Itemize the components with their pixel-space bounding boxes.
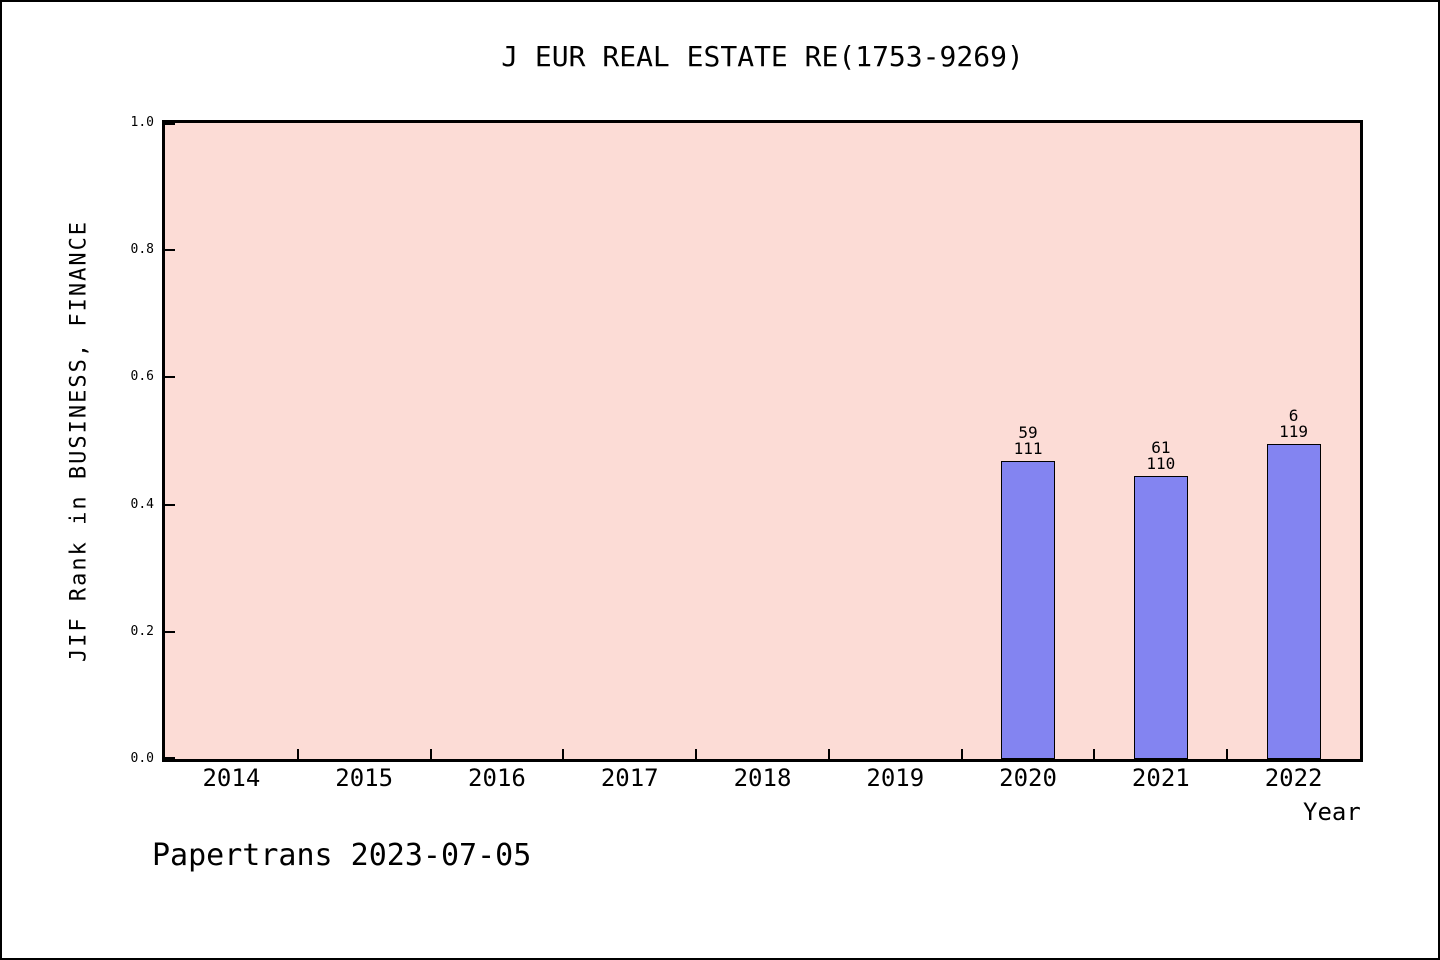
y-tick xyxy=(165,503,175,506)
x-tick xyxy=(296,749,299,759)
y-tick-label: 0.8 xyxy=(130,242,154,258)
x-tick xyxy=(562,749,565,759)
bar-label-numerator: 6 xyxy=(1288,405,1299,425)
x-tick-label: 2017 xyxy=(600,764,659,792)
x-tick-label: 2019 xyxy=(866,764,925,792)
x-tick xyxy=(960,749,963,759)
chart-title: J EUR REAL ESTATE RE(1753-9269) xyxy=(501,40,1024,73)
x-axis-label: Year xyxy=(1303,798,1361,826)
bar-value-label-2022: 6 119 xyxy=(1279,405,1309,441)
y-tick xyxy=(165,757,175,759)
x-tick xyxy=(1093,749,1096,759)
x-tick-label: 2022 xyxy=(1264,764,1323,792)
bar-label-denominator: 111 xyxy=(1013,439,1043,459)
bar-label-denominator: 119 xyxy=(1279,421,1309,441)
x-tick-label: 2021 xyxy=(1131,764,1190,792)
bar-2020 xyxy=(1001,461,1056,759)
x-tick xyxy=(1226,749,1229,759)
x-tick-label: 2018 xyxy=(733,764,792,792)
plot-area: 59 111 61 110 6 119 xyxy=(162,120,1363,762)
x-tick xyxy=(827,749,830,759)
bar-value-label-2020: 59 111 xyxy=(1014,425,1043,457)
x-tick xyxy=(429,749,432,759)
bar-2021 xyxy=(1133,475,1188,759)
x-tick-label: 2014 xyxy=(202,764,261,792)
bar-value-label-2021: 61 110 xyxy=(1146,437,1176,473)
y-tick-label: 0.6 xyxy=(130,369,154,385)
y-tick xyxy=(165,630,175,633)
x-tick-label: 2020 xyxy=(999,764,1057,792)
y-tick xyxy=(165,376,175,379)
x-tick-label: 2015 xyxy=(335,764,394,792)
bar-label-numerator: 59 xyxy=(1018,423,1038,443)
y-tick xyxy=(165,123,175,125)
y-tick-label: 0.4 xyxy=(130,496,154,512)
y-axis-label: JIF Rank in BUSINESS, FINANCE xyxy=(66,219,92,663)
footer-watermark: Papertrans 2023-07-05 xyxy=(152,838,532,873)
x-tick-label: 2016 xyxy=(468,764,526,792)
bar-label-numerator: 61 xyxy=(1151,437,1171,457)
y-tick xyxy=(165,249,175,252)
x-tick xyxy=(695,749,698,759)
bar-label-denominator: 110 xyxy=(1146,453,1176,473)
y-tick-label: 0.0 xyxy=(130,751,154,766)
y-tick-label: 1.0 xyxy=(130,115,154,130)
bar-2022 xyxy=(1266,443,1321,759)
y-tick-label: 0.2 xyxy=(130,623,154,639)
